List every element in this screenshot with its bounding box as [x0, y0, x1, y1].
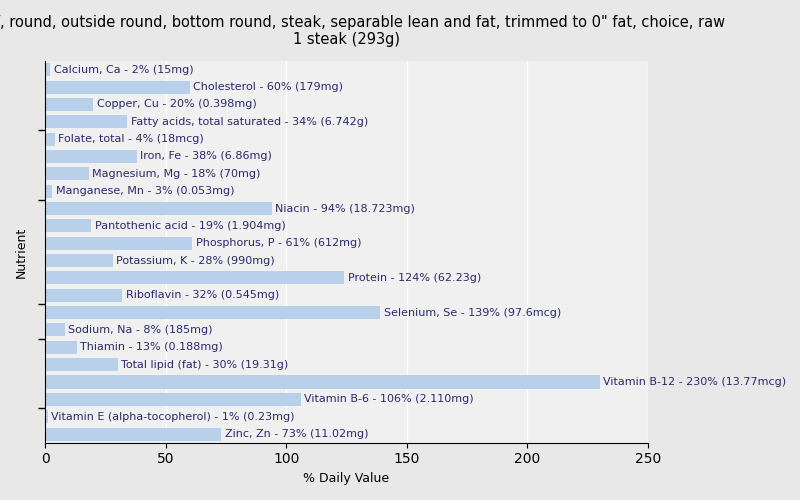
Bar: [46, 236, 192, 250]
Bar: [46, 272, 344, 284]
Y-axis label: Nutrient: Nutrient: [15, 226, 28, 278]
Text: Manganese, Mn - 3% (0.053mg): Manganese, Mn - 3% (0.053mg): [56, 186, 234, 196]
Text: Cholesterol - 60% (179mg): Cholesterol - 60% (179mg): [194, 82, 343, 92]
Text: Calcium, Ca - 2% (15mg): Calcium, Ca - 2% (15mg): [54, 64, 194, 74]
Text: Thiamin - 13% (0.188mg): Thiamin - 13% (0.188mg): [80, 342, 223, 352]
Bar: [46, 428, 221, 440]
Bar: [46, 98, 94, 111]
Text: Potassium, K - 28% (990mg): Potassium, K - 28% (990mg): [116, 256, 275, 266]
Text: Sodium, Na - 8% (185mg): Sodium, Na - 8% (185mg): [68, 325, 213, 335]
Text: Fatty acids, total saturated - 34% (6.742g): Fatty acids, total saturated - 34% (6.74…: [130, 117, 368, 127]
Bar: [46, 116, 127, 128]
Text: Vitamin E (alpha-tocopherol) - 1% (0.23mg): Vitamin E (alpha-tocopherol) - 1% (0.23m…: [51, 412, 294, 422]
Bar: [46, 393, 301, 406]
Bar: [46, 410, 48, 423]
X-axis label: % Daily Value: % Daily Value: [303, 472, 390, 485]
Bar: [46, 341, 77, 354]
Bar: [46, 306, 380, 319]
Text: Niacin - 94% (18.723mg): Niacin - 94% (18.723mg): [275, 204, 415, 214]
Bar: [46, 63, 50, 76]
Bar: [46, 184, 53, 198]
Text: Copper, Cu - 20% (0.398mg): Copper, Cu - 20% (0.398mg): [97, 100, 257, 110]
Bar: [46, 168, 89, 180]
Bar: [46, 254, 113, 267]
Text: Riboflavin - 32% (0.545mg): Riboflavin - 32% (0.545mg): [126, 290, 279, 300]
Text: Magnesium, Mg - 18% (70mg): Magnesium, Mg - 18% (70mg): [92, 169, 261, 179]
Text: Iron, Fe - 38% (6.86mg): Iron, Fe - 38% (6.86mg): [141, 152, 272, 162]
Text: Folate, total - 4% (18mcg): Folate, total - 4% (18mcg): [58, 134, 204, 144]
Text: Phosphorus, P - 61% (612mg): Phosphorus, P - 61% (612mg): [196, 238, 362, 248]
Text: Selenium, Se - 139% (97.6mcg): Selenium, Se - 139% (97.6mcg): [384, 308, 561, 318]
Bar: [46, 376, 599, 388]
Text: Zinc, Zn - 73% (11.02mg): Zinc, Zn - 73% (11.02mg): [225, 429, 368, 439]
Text: Protein - 124% (62.23g): Protein - 124% (62.23g): [348, 273, 481, 283]
Bar: [46, 220, 91, 232]
Text: Total lipid (fat) - 30% (19.31g): Total lipid (fat) - 30% (19.31g): [121, 360, 288, 370]
Bar: [46, 80, 190, 94]
Bar: [46, 150, 137, 163]
Bar: [46, 358, 118, 371]
Text: Pantothenic acid - 19% (1.904mg): Pantothenic acid - 19% (1.904mg): [94, 221, 286, 231]
Text: Vitamin B-12 - 230% (13.77mcg): Vitamin B-12 - 230% (13.77mcg): [603, 377, 786, 387]
Title: Beef, round, outside round, bottom round, steak, separable lean and fat, trimmed: Beef, round, outside round, bottom round…: [0, 15, 726, 48]
Text: Vitamin B-6 - 106% (2.110mg): Vitamin B-6 - 106% (2.110mg): [304, 394, 474, 404]
Bar: [46, 202, 272, 215]
Bar: [46, 324, 65, 336]
Bar: [46, 289, 122, 302]
Bar: [46, 132, 55, 145]
